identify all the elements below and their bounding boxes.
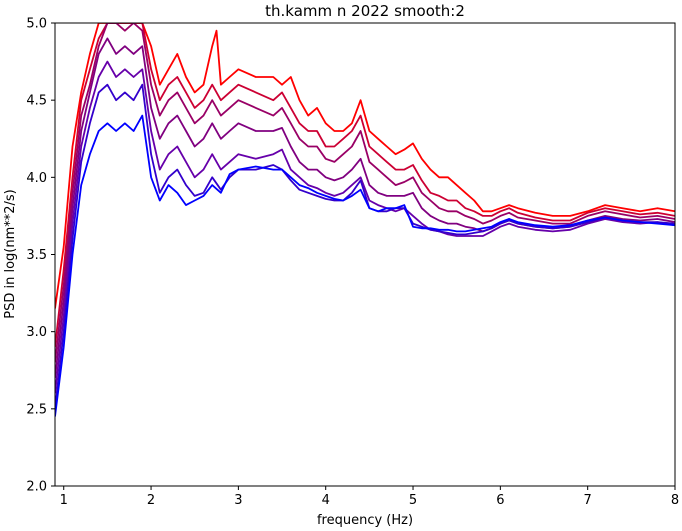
y-tick-label: 5.0 [26,17,47,32]
y-tick-label: 3.0 [26,325,47,340]
y-tick-label: 4.0 [26,171,47,186]
x-tick-label: 3 [234,493,242,508]
y-axis: 2.0 2.5 3.0 3.5 4.0 4.5 5.0 [26,17,55,495]
chart-title: th.kamm n 2022 smooth:2 [265,2,465,20]
series-line-4 [55,37,675,379]
y-tick-label: 2.5 [26,402,47,417]
x-axis-label: frequency (Hz) [317,513,413,528]
x-tick-label: 7 [584,493,592,508]
x-tick-label: 6 [496,493,504,508]
x-tick-label: 8 [671,493,679,508]
series-line-6 [55,83,675,409]
y-tick-label: 4.5 [26,94,47,109]
series-line-3 [55,23,675,363]
x-tick-label: 5 [409,493,417,508]
series-layer [55,23,675,417]
y-tick-label: 2.0 [26,480,47,495]
series-line-7 [55,114,675,417]
y-axis-label: PSD in log(nm**2/s) [3,189,18,319]
series-line-5 [55,60,675,394]
x-axis: 1 2 3 4 5 6 7 8 [60,486,679,508]
y-tick-label: 3.5 [26,248,47,263]
x-tick-label: 2 [147,493,155,508]
x-tick-label: 4 [322,493,330,508]
series-line-2 [55,23,675,348]
x-tick-label: 1 [60,493,68,508]
